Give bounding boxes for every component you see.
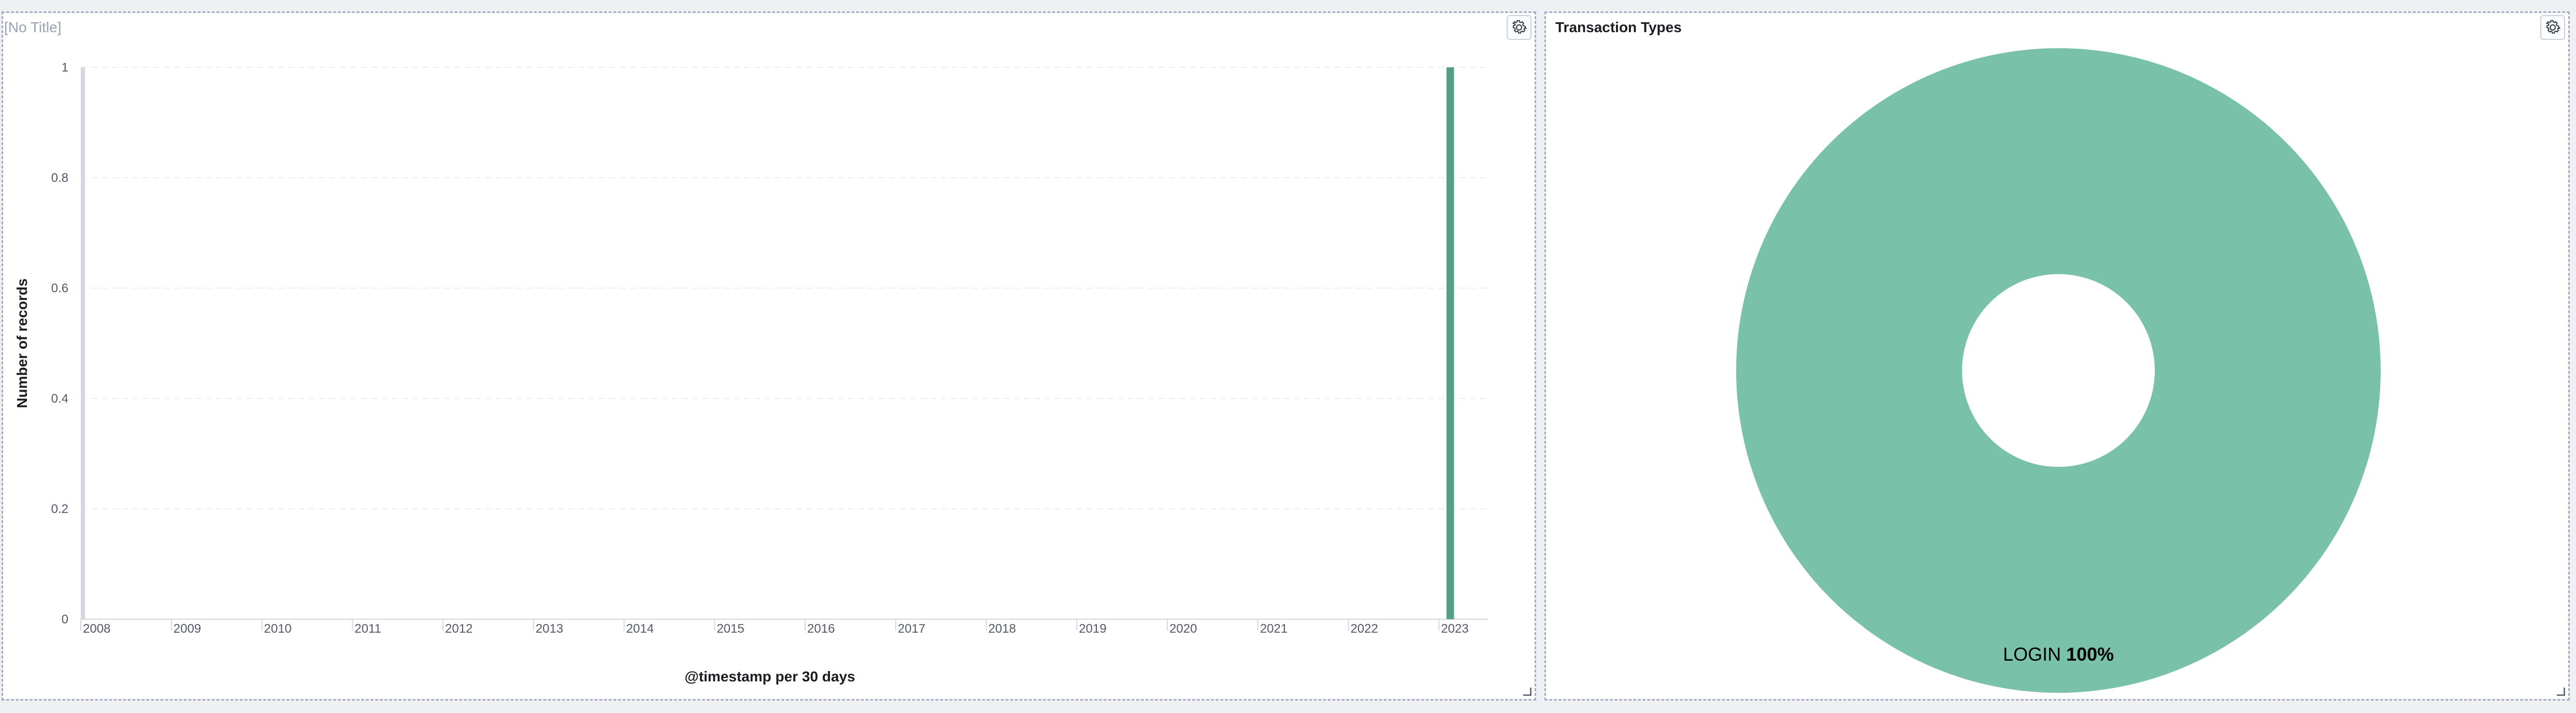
x-axis-title: @timestamp per 30 days: [684, 668, 855, 685]
y-tick-label: 0.8: [51, 171, 68, 185]
pie-slice-label: LOGIN 100%: [2003, 644, 2114, 665]
x-tick-label: 2010: [264, 622, 292, 636]
histogram-chart[interactable]: 0 0.2 0.4 0.6 0.8 1 2008 2009 2010 2011 2012 2013 20…: [3, 13, 1535, 699]
x-tick-label: 2008: [83, 622, 110, 636]
x-tick-label: 2021: [1260, 622, 1287, 636]
x-tick-label: 2011: [354, 622, 381, 636]
x-tick-label: 2015: [717, 622, 744, 636]
x-tick-label: 2019: [1079, 622, 1106, 636]
gear-glyph: [2545, 20, 2561, 34]
slice-name: LOGIN: [2003, 644, 2066, 665]
y-tick-label: 0.6: [51, 281, 68, 295]
gear-glyph: [1512, 20, 1527, 34]
x-tick-label: 2022: [1351, 622, 1378, 636]
x-tick-label: 2013: [536, 622, 563, 636]
gear-icon[interactable]: [2540, 15, 2565, 40]
resize-handle[interactable]: [1523, 688, 1532, 696]
x-tick-label: 2018: [989, 622, 1016, 636]
y-tick-label: 0.2: [51, 502, 68, 516]
slice-percent: 100%: [2066, 644, 2114, 665]
panel-title: Transaction Types: [1555, 19, 1682, 35]
panel-title: [No Title]: [4, 19, 62, 35]
resize-handle[interactable]: [2557, 688, 2565, 696]
histogram-bar: [1446, 67, 1454, 619]
pie-slice: [1736, 48, 2381, 693]
histogram-panel: [No Title] 0 0.2 0.4 0.6 0.8 1 2008 2009 2010 201…: [2, 11, 1536, 701]
y-tick-label: 0.4: [51, 392, 68, 406]
x-tick-label: 2014: [626, 622, 654, 636]
y-axis-title: Number of records: [14, 278, 30, 408]
x-tick-label: 2016: [807, 622, 835, 636]
x-tick-label: 2023: [1441, 622, 1468, 636]
x-tick-label: 2009: [174, 622, 201, 636]
donut-panel: Transaction Types LOGIN 100%: [1544, 11, 2570, 701]
y-tick-label: 0: [62, 612, 68, 626]
x-tick-label: 2020: [1169, 622, 1197, 636]
gear-icon[interactable]: [1507, 15, 1532, 40]
x-tick-label: 2017: [898, 622, 925, 636]
donut-chart[interactable]: LOGIN 100%: [1546, 13, 2568, 699]
x-tick-label: 2012: [445, 622, 473, 636]
brush-edge: [81, 67, 85, 619]
y-tick-label: 1: [62, 61, 68, 75]
